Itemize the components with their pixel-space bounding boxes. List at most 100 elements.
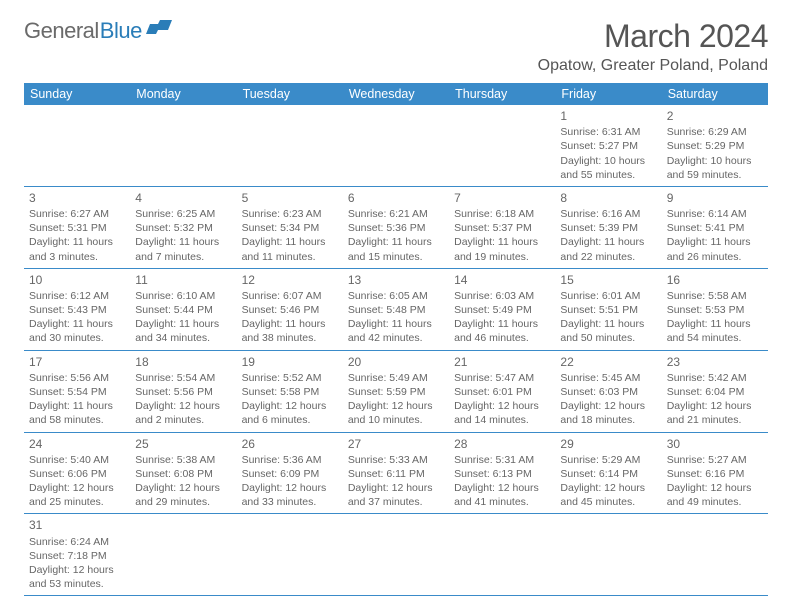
- day-info-line: Sunrise: 6:14 AM: [667, 207, 763, 221]
- day-info-line: Sunset: 5:51 PM: [560, 303, 656, 317]
- day-info-line: and 46 minutes.: [454, 331, 550, 345]
- day-info-line: Daylight: 11 hours: [454, 317, 550, 331]
- calendar-day-cell: [237, 105, 343, 186]
- day-info-line: Sunset: 6:06 PM: [29, 467, 125, 481]
- day-info-line: Daylight: 12 hours: [348, 399, 444, 413]
- day-number: 9: [667, 190, 763, 206]
- day-info-line: Sunset: 5:49 PM: [454, 303, 550, 317]
- calendar-day-cell: [130, 105, 236, 186]
- weekday-header: Saturday: [662, 83, 768, 105]
- day-number: 27: [348, 436, 444, 452]
- calendar-day-cell: [449, 514, 555, 596]
- day-info-line: Sunrise: 5:29 AM: [560, 453, 656, 467]
- day-info-line: Sunrise: 6:29 AM: [667, 125, 763, 139]
- day-number: 13: [348, 272, 444, 288]
- day-info-line: Daylight: 12 hours: [560, 481, 656, 495]
- day-info-line: Daylight: 12 hours: [242, 481, 338, 495]
- calendar-body: 1Sunrise: 6:31 AMSunset: 5:27 PMDaylight…: [24, 105, 768, 596]
- day-info-line: Sunrise: 6:18 AM: [454, 207, 550, 221]
- calendar-day-cell: 31Sunrise: 6:24 AMSunset: 7:18 PMDayligh…: [24, 514, 130, 596]
- day-info-line: Daylight: 12 hours: [667, 399, 763, 413]
- title-block: March 2024 Opatow, Greater Poland, Polan…: [538, 18, 768, 75]
- calendar-week-row: 31Sunrise: 6:24 AMSunset: 7:18 PMDayligh…: [24, 514, 768, 596]
- day-number: 5: [242, 190, 338, 206]
- day-info-line: Daylight: 11 hours: [560, 235, 656, 249]
- day-info-line: Daylight: 12 hours: [454, 481, 550, 495]
- day-info-line: Daylight: 12 hours: [242, 399, 338, 413]
- day-info-line: and 11 minutes.: [242, 250, 338, 264]
- day-info-line: Sunrise: 5:31 AM: [454, 453, 550, 467]
- day-number: 14: [454, 272, 550, 288]
- day-info-line: Sunset: 5:34 PM: [242, 221, 338, 235]
- day-info-line: Sunrise: 5:47 AM: [454, 371, 550, 385]
- day-info-line: and 22 minutes.: [560, 250, 656, 264]
- calendar-day-cell: 20Sunrise: 5:49 AMSunset: 5:59 PMDayligh…: [343, 350, 449, 432]
- calendar-day-cell: 22Sunrise: 5:45 AMSunset: 6:03 PMDayligh…: [555, 350, 661, 432]
- day-number: 31: [29, 517, 125, 533]
- day-number: 2: [667, 108, 763, 124]
- day-info-line: Daylight: 11 hours: [135, 235, 231, 249]
- day-info-line: Sunset: 6:04 PM: [667, 385, 763, 399]
- day-info-line: Sunset: 5:32 PM: [135, 221, 231, 235]
- calendar-day-cell: 29Sunrise: 5:29 AMSunset: 6:14 PMDayligh…: [555, 432, 661, 514]
- calendar-day-cell: 1Sunrise: 6:31 AMSunset: 5:27 PMDaylight…: [555, 105, 661, 186]
- day-info-line: Sunset: 6:09 PM: [242, 467, 338, 481]
- day-info-line: Sunrise: 5:38 AM: [135, 453, 231, 467]
- calendar-week-row: 10Sunrise: 6:12 AMSunset: 5:43 PMDayligh…: [24, 268, 768, 350]
- day-info-line: Sunset: 6:01 PM: [454, 385, 550, 399]
- calendar-week-row: 17Sunrise: 5:56 AMSunset: 5:54 PMDayligh…: [24, 350, 768, 432]
- day-info-line: Sunset: 5:31 PM: [29, 221, 125, 235]
- calendar-day-cell: 23Sunrise: 5:42 AMSunset: 6:04 PMDayligh…: [662, 350, 768, 432]
- day-info-line: Sunrise: 5:49 AM: [348, 371, 444, 385]
- day-info-line: Sunset: 5:39 PM: [560, 221, 656, 235]
- day-number: 10: [29, 272, 125, 288]
- day-info-line: Sunset: 5:53 PM: [667, 303, 763, 317]
- day-info-line: Sunrise: 6:07 AM: [242, 289, 338, 303]
- calendar-day-cell: 14Sunrise: 6:03 AMSunset: 5:49 PMDayligh…: [449, 268, 555, 350]
- day-info-line: Sunrise: 6:24 AM: [29, 535, 125, 549]
- day-number: 7: [454, 190, 550, 206]
- calendar-day-cell: 19Sunrise: 5:52 AMSunset: 5:58 PMDayligh…: [237, 350, 343, 432]
- calendar-week-row: 3Sunrise: 6:27 AMSunset: 5:31 PMDaylight…: [24, 186, 768, 268]
- day-info-line: and 34 minutes.: [135, 331, 231, 345]
- day-info-line: Daylight: 11 hours: [29, 317, 125, 331]
- day-info-line: Daylight: 12 hours: [667, 481, 763, 495]
- calendar-day-cell: 2Sunrise: 6:29 AMSunset: 5:29 PMDaylight…: [662, 105, 768, 186]
- day-info-line: Daylight: 12 hours: [29, 563, 125, 577]
- calendar-day-cell: 18Sunrise: 5:54 AMSunset: 5:56 PMDayligh…: [130, 350, 236, 432]
- day-info-line: and 7 minutes.: [135, 250, 231, 264]
- day-number: 26: [242, 436, 338, 452]
- day-info-line: Daylight: 12 hours: [348, 481, 444, 495]
- calendar-day-cell: [24, 105, 130, 186]
- calendar-day-cell: 21Sunrise: 5:47 AMSunset: 6:01 PMDayligh…: [449, 350, 555, 432]
- day-info-line: and 29 minutes.: [135, 495, 231, 509]
- day-number: 3: [29, 190, 125, 206]
- day-info-line: Sunrise: 6:03 AM: [454, 289, 550, 303]
- weekday-header: Wednesday: [343, 83, 449, 105]
- day-info-line: Sunset: 5:37 PM: [454, 221, 550, 235]
- day-info-line: and 2 minutes.: [135, 413, 231, 427]
- day-info-line: Daylight: 10 hours: [560, 154, 656, 168]
- calendar-day-cell: [343, 105, 449, 186]
- day-info-line: Daylight: 12 hours: [135, 481, 231, 495]
- day-info-line: and 42 minutes.: [348, 331, 444, 345]
- day-info-line: Daylight: 11 hours: [348, 317, 444, 331]
- day-number: 15: [560, 272, 656, 288]
- day-info-line: Sunset: 6:03 PM: [560, 385, 656, 399]
- day-info-line: and 10 minutes.: [348, 413, 444, 427]
- day-info-line: Daylight: 11 hours: [242, 317, 338, 331]
- day-info-line: Sunrise: 6:10 AM: [135, 289, 231, 303]
- day-number: 22: [560, 354, 656, 370]
- calendar-day-cell: 13Sunrise: 6:05 AMSunset: 5:48 PMDayligh…: [343, 268, 449, 350]
- day-info-line: Sunset: 5:46 PM: [242, 303, 338, 317]
- calendar-table: SundayMondayTuesdayWednesdayThursdayFrid…: [24, 83, 768, 596]
- calendar-day-cell: 27Sunrise: 5:33 AMSunset: 6:11 PMDayligh…: [343, 432, 449, 514]
- day-info-line: Sunrise: 5:36 AM: [242, 453, 338, 467]
- calendar-day-cell: 28Sunrise: 5:31 AMSunset: 6:13 PMDayligh…: [449, 432, 555, 514]
- calendar-day-cell: 8Sunrise: 6:16 AMSunset: 5:39 PMDaylight…: [555, 186, 661, 268]
- day-info-line: Daylight: 12 hours: [560, 399, 656, 413]
- day-number: 25: [135, 436, 231, 452]
- weekday-header: Friday: [555, 83, 661, 105]
- day-info-line: Sunset: 5:56 PM: [135, 385, 231, 399]
- day-info-line: and 21 minutes.: [667, 413, 763, 427]
